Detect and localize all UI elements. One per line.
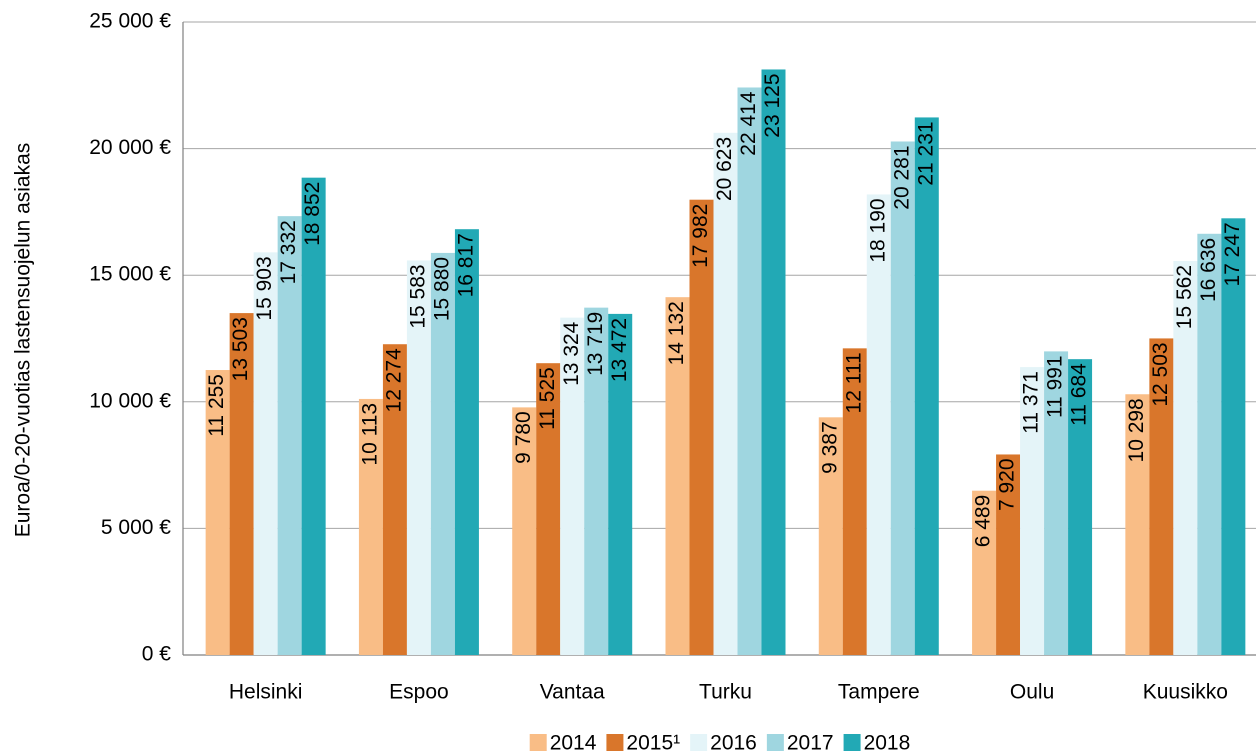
bar: [205, 370, 230, 655]
legend-swatch: [843, 734, 861, 751]
data-label: 11 525: [536, 367, 559, 430]
data-label: 15 583: [406, 264, 429, 328]
data-label: 16 636: [1197, 238, 1220, 302]
data-label: 9 387: [818, 421, 841, 474]
data-label: 20 281: [890, 145, 913, 209]
data-label: 12 111: [842, 352, 865, 413]
data-label: 13 719: [584, 312, 607, 376]
bar: [1197, 233, 1222, 655]
y-tick-label: 15 000 €: [89, 263, 171, 286]
bar: [761, 69, 786, 656]
bar: [406, 260, 431, 655]
x-tick-label: Tampere: [838, 681, 920, 704]
x-tick-label: Kuusikko: [1143, 681, 1228, 704]
legend-label: 2016: [710, 732, 757, 755]
bar: [689, 199, 714, 656]
bar: [1068, 359, 1093, 655]
bar: [713, 132, 738, 656]
data-label: 10 113: [358, 403, 381, 466]
bar: [253, 252, 278, 655]
data-label: 15 562: [1173, 265, 1196, 329]
data-label: 18 190: [866, 198, 889, 262]
bar: [890, 141, 915, 655]
bar: [818, 417, 843, 655]
data-label: 21 231: [914, 121, 937, 185]
data-label: 11 991: [1044, 355, 1067, 418]
bar: [301, 177, 326, 655]
data-label: 17 982: [689, 204, 712, 268]
bar: [1125, 394, 1150, 655]
y-axis-title: Euroa/0-20-vuotias lastensuojelun asiaka…: [12, 143, 35, 538]
y-tick-label: 0 €: [142, 643, 172, 666]
y-tick-label: 25 000 €: [89, 10, 171, 33]
data-label: 9 780: [512, 411, 535, 464]
data-label: 11 684: [1068, 363, 1091, 426]
x-tick-label: Turku: [699, 681, 752, 704]
y-tick-label: 20 000 €: [89, 136, 171, 159]
data-label: 14 132: [665, 301, 688, 365]
bar: [1044, 351, 1069, 655]
legend-swatch: [529, 734, 547, 751]
legend-swatch: [690, 734, 708, 751]
bar: [1020, 367, 1045, 655]
data-label: 12 274: [382, 348, 405, 413]
data-label: 7 920: [996, 458, 1019, 511]
legend-swatch: [766, 734, 784, 751]
bar: [229, 313, 254, 655]
bar: [665, 297, 690, 655]
bar: [1221, 218, 1246, 655]
bar: [536, 363, 561, 655]
bar: [1149, 338, 1174, 655]
data-label: 23 125: [761, 73, 784, 137]
data-label: 17 247: [1221, 222, 1244, 286]
data-label: 15 880: [430, 257, 453, 321]
bar: [996, 454, 1021, 655]
bar: [608, 313, 633, 655]
data-label: 16 817: [454, 233, 477, 297]
legend-swatch: [606, 734, 624, 751]
x-tick-label: Vantaa: [540, 681, 605, 704]
data-label: 20 623: [713, 137, 736, 201]
y-tick-label: 10 000 €: [89, 389, 171, 412]
data-label: 6 489: [972, 495, 995, 548]
data-label: 15 903: [253, 256, 276, 320]
x-tick-label: Espoo: [389, 681, 449, 704]
bar: [737, 87, 762, 655]
bar: [382, 344, 407, 655]
data-label: 11 255: [205, 374, 228, 437]
bar: [1173, 260, 1198, 655]
data-label: 13 472: [608, 318, 631, 382]
bar: [512, 407, 537, 655]
bar: [277, 216, 302, 656]
data-label: 11 371: [1020, 371, 1043, 434]
bar: [972, 490, 997, 655]
bar: [914, 117, 939, 655]
data-label: 18 852: [301, 182, 324, 246]
data-label: 17 332: [277, 220, 300, 284]
legend-label: 2017: [787, 732, 834, 755]
bar: [358, 398, 383, 655]
bar: [454, 229, 479, 656]
legend-label: 2015¹: [626, 732, 680, 755]
x-tick-label: Helsinki: [229, 681, 303, 704]
legend-label: 2018: [864, 732, 911, 755]
legend-label: 2014: [550, 732, 597, 755]
bar: [584, 307, 609, 655]
data-label: 22 414: [737, 91, 760, 156]
data-label: 10 298: [1125, 398, 1148, 462]
x-tick-label: Oulu: [1010, 681, 1054, 704]
bar: [866, 194, 891, 655]
data-label: 12 503: [1149, 342, 1172, 406]
bar: [560, 317, 585, 655]
y-tick-label: 5 000 €: [101, 516, 171, 539]
bar: [430, 252, 455, 655]
data-label: 13 324: [560, 321, 583, 386]
data-label: 13 503: [229, 317, 252, 381]
bar: [842, 348, 867, 655]
